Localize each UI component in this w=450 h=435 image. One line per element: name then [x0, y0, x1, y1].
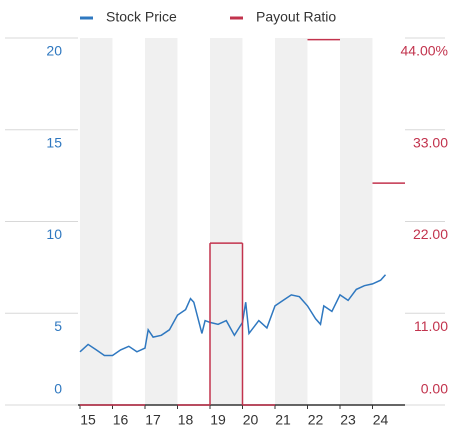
- x-tick-label: 23: [340, 412, 356, 428]
- x-tick-label: 22: [308, 412, 324, 428]
- year-band: [80, 38, 113, 405]
- stock-line: [79, 274, 387, 357]
- x-tick-label: 20: [243, 412, 259, 428]
- x-tick-label: 17: [145, 412, 161, 428]
- x-tick-label: 21: [275, 412, 291, 428]
- y2-tick-label: 0.00: [421, 381, 448, 397]
- y-tick-label: 10: [46, 226, 62, 242]
- y2-tick-label: 44.00%: [401, 43, 448, 59]
- y-tick-label: 5: [54, 318, 62, 334]
- legend-label: Stock Price: [106, 9, 177, 25]
- x-tick-label: 24: [373, 412, 389, 428]
- y2-tick-label: 11.00: [414, 318, 448, 334]
- x-tick-label: 15: [80, 412, 96, 428]
- y-tick-label: 20: [46, 43, 62, 59]
- y2-tick-label: 22.00: [413, 226, 448, 242]
- year-band: [210, 38, 243, 405]
- bands: [80, 38, 373, 405]
- y-tick-label: 0: [54, 381, 62, 397]
- year-band: [340, 38, 373, 405]
- x-tick-label: 18: [178, 412, 194, 428]
- x-tick-label: 19: [210, 412, 226, 428]
- year-band: [145, 38, 178, 405]
- y2-tick-label: 33.00: [413, 134, 448, 150]
- x-tick-label: 16: [113, 412, 129, 428]
- y-tick-label: 15: [46, 134, 62, 150]
- year-band: [275, 38, 308, 405]
- legend-label: Payout Ratio: [256, 9, 336, 25]
